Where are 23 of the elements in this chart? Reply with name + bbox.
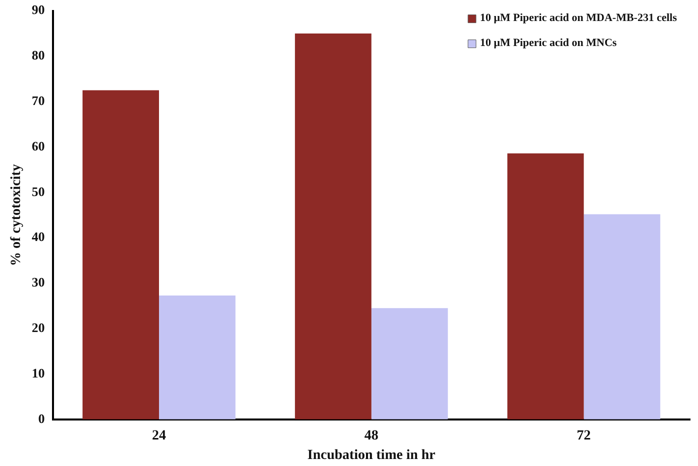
bar bbox=[159, 295, 236, 420]
legend-label: 10 μM Piperic acid on MNCs bbox=[480, 37, 618, 50]
x-tick-label: 72 bbox=[576, 428, 591, 444]
x-axis-title: Incubation time in hr bbox=[307, 448, 436, 464]
y-tick-label: 60 bbox=[32, 138, 45, 154]
bar bbox=[82, 90, 159, 420]
y-tick-label: 20 bbox=[32, 320, 45, 335]
x-tick-label: 48 bbox=[364, 428, 378, 444]
bar bbox=[507, 153, 584, 420]
y-tick-label: 0 bbox=[38, 410, 45, 426]
y-tick-label: 40 bbox=[32, 229, 45, 244]
y-tick-label: 30 bbox=[32, 274, 45, 290]
x-tick-label: 24 bbox=[152, 428, 166, 444]
legend-label: 10 μM Piperic acid on MDA-MB-231 cells bbox=[480, 12, 678, 24]
bar bbox=[584, 214, 660, 420]
y-axis-title: % of cytotoxicity bbox=[9, 164, 24, 266]
y-tick-label: 90 bbox=[32, 2, 45, 18]
y-tick-label: 10 bbox=[32, 365, 45, 380]
bar bbox=[294, 34, 372, 420]
bar bbox=[371, 308, 448, 420]
y-tick-label: 50 bbox=[32, 184, 45, 199]
y-tick-label: 80 bbox=[32, 48, 45, 63]
y-tick-label: 70 bbox=[32, 92, 45, 108]
